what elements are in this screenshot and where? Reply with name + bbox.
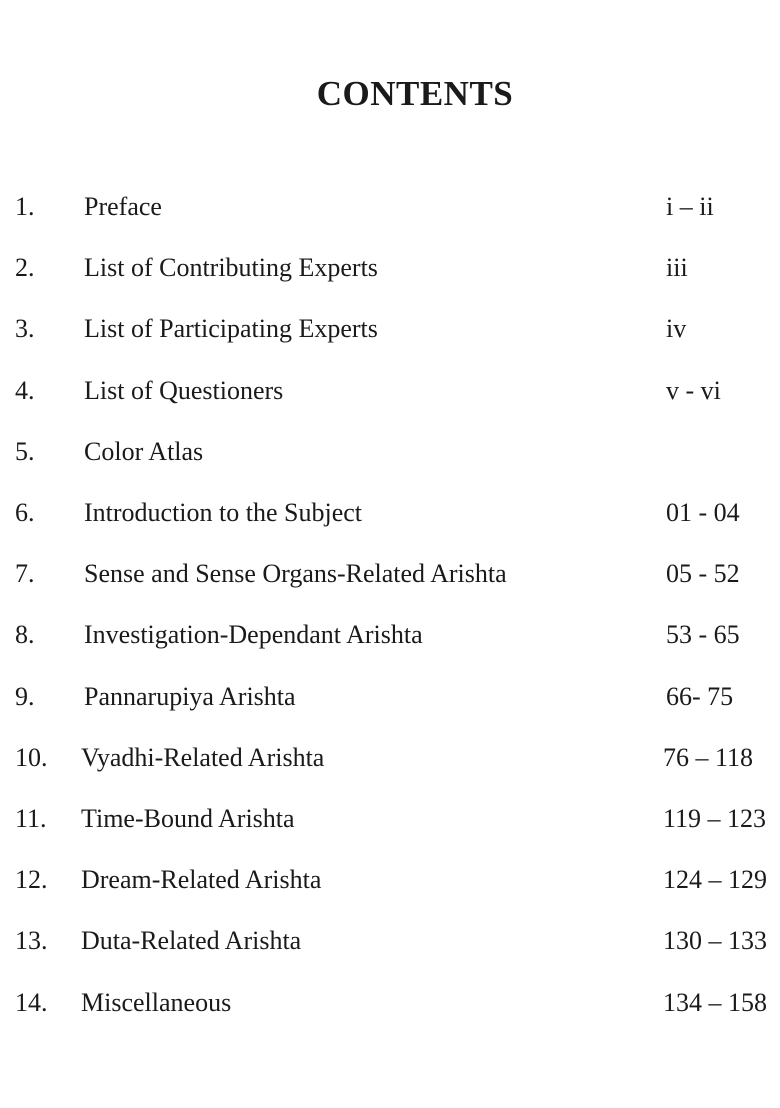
entry-pages: i – ii — [666, 192, 714, 221]
toc-entry: 7. Sense and Sense Organs-Related Arishta… — [0, 559, 780, 599]
toc-entry: 6. Introduction to the Subject 01 - 04 — [0, 498, 780, 538]
entry-title: Time-Bound Arishta — [81, 804, 295, 833]
entry-number: 13. — [15, 926, 48, 956]
entry-pages: 53 - 65 — [666, 620, 740, 650]
entry-pages: 134 – 158 — [663, 987, 767, 1017]
entry-title: List of Contributing Experts — [84, 253, 378, 283]
toc-entry: 13. Duta-Related Arishta 130 – 133 — [0, 926, 780, 966]
entry-number: 4. — [15, 375, 35, 405]
toc-entry: 10. Vyadhi-Related Arishta 76 – 118 — [0, 743, 780, 783]
entry-number: 11. — [15, 804, 47, 833]
toc-entry: 3. List of Participating Experts iv — [0, 314, 780, 354]
entry-number: 10. — [15, 742, 48, 772]
toc-entry: 14. Miscellaneous 134 – 158 — [0, 988, 780, 1028]
entry-pages: 66- 75 — [666, 681, 734, 711]
entry-title: Duta-Related Arishta — [81, 926, 302, 956]
entry-number: 12. — [15, 865, 48, 895]
entry-pages: 124 – 129 — [663, 865, 767, 895]
entry-pages: v - vi — [666, 375, 721, 405]
entry-number: 7. — [15, 559, 35, 589]
entry-pages: 76 – 118 — [663, 742, 754, 772]
toc-entry: 2. List of Contributing Experts iii — [0, 253, 780, 293]
entry-pages: 119 – 123 — [663, 804, 767, 833]
toc-entry: 8. Investigation-Dependant Arishta 53 - 65 — [0, 620, 780, 660]
page-title: CONTENTS — [316, 74, 514, 113]
entry-title: Dream-Related Arishta — [81, 865, 322, 895]
entry-number: 1. — [15, 192, 35, 221]
toc-entry: 11. Time-Bound Arishta 119 – 123 — [0, 804, 780, 844]
entry-title: Vyadhi-Related Arishta — [81, 742, 325, 772]
entry-number: 2. — [15, 253, 35, 283]
entry-number: 3. — [15, 314, 35, 344]
entry-pages: 01 - 04 — [666, 498, 740, 527]
entry-title: Investigation-Dependant Arishta — [84, 620, 423, 650]
entry-number: 14. — [15, 987, 48, 1017]
entry-number: 6. — [15, 498, 35, 527]
entry-number: 5. — [15, 436, 35, 466]
entry-title: Introduction to the Subject — [84, 498, 363, 527]
entry-pages: iv — [666, 314, 687, 344]
entry-title: Pannarupiya Arishta — [84, 681, 296, 711]
entry-title: Preface — [84, 192, 162, 221]
entry-number: 9. — [15, 681, 35, 711]
toc-entry: 12. Dream-Related Arishta 124 – 129 — [0, 865, 780, 905]
entry-pages: 05 - 52 — [666, 559, 740, 589]
toc-entry: 9. Pannarupiya Arishta 66- 75 — [0, 682, 780, 722]
entry-pages: 130 – 133 — [663, 926, 767, 956]
entry-title: List of Questioners — [84, 375, 284, 405]
entry-title: Color Atlas — [84, 436, 204, 466]
toc-entry: 1. Preface i – ii — [0, 192, 780, 232]
toc-entry: 5. Color Atlas — [0, 437, 780, 477]
entry-title: Sense and Sense Organs-Related Arishta — [84, 559, 507, 589]
toc-entry: 4. List of Questioners v - vi — [0, 376, 780, 416]
entry-number: 8. — [15, 620, 35, 650]
entry-title: List of Participating Experts — [84, 314, 378, 344]
entry-pages: iii — [666, 253, 688, 283]
entry-title: Miscellaneous — [81, 987, 232, 1017]
